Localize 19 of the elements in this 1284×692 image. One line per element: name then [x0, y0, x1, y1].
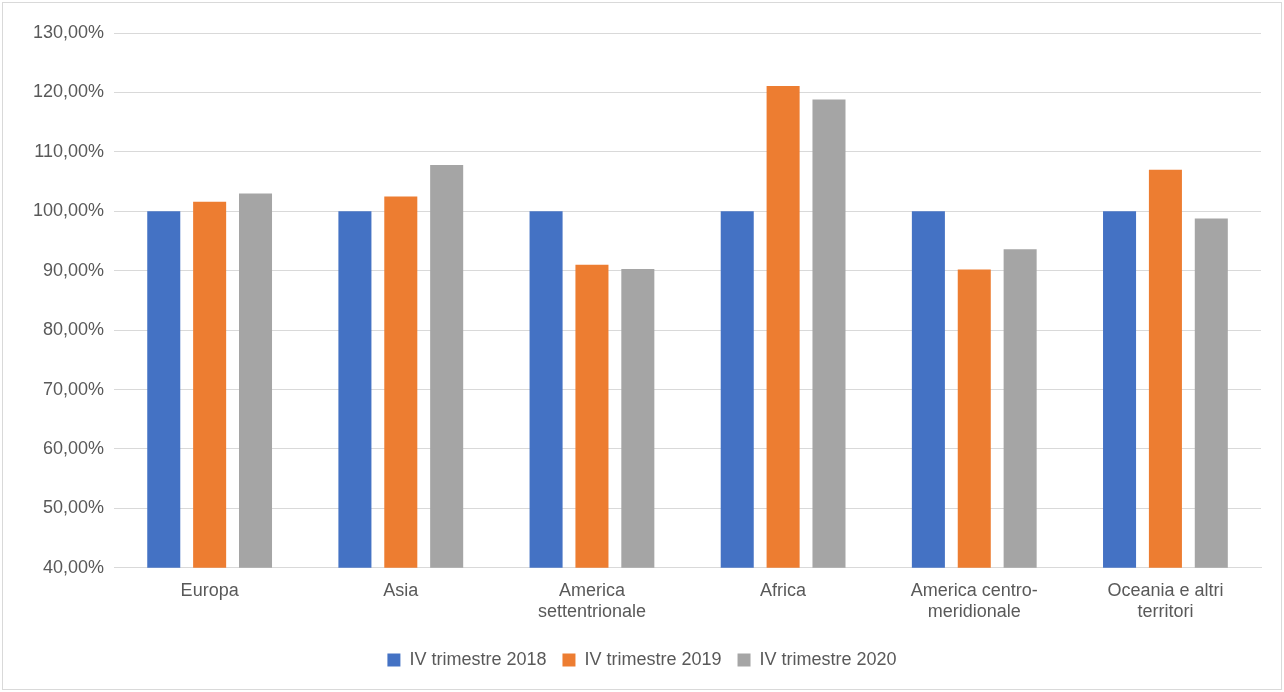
- x-tick-label: Africa: [760, 579, 808, 600]
- x-tick-label: America settentrionale: [537, 579, 646, 622]
- legend-label: IV trimestre 2020: [759, 648, 897, 669]
- y-tick-label: 100,00%: [33, 200, 105, 221]
- y-tick-label: 120,00%: [33, 81, 105, 102]
- legend-label: IV trimestre 2019: [584, 648, 722, 669]
- y-tick-label: 50,00%: [43, 497, 105, 518]
- x-tick-label: Europa: [180, 579, 240, 600]
- y-tick-label: 90,00%: [43, 259, 105, 280]
- legend-label: IV trimestre 2018: [409, 648, 547, 669]
- y-tick-label: 80,00%: [43, 319, 105, 340]
- y-tick-label: 60,00%: [43, 437, 105, 458]
- y-tick-label: 40,00%: [43, 556, 105, 577]
- y-tick-label: 130,00%: [33, 21, 105, 42]
- x-tick-label: Asia: [383, 579, 420, 600]
- y-tick-label: 110,00%: [34, 140, 105, 161]
- y-tick-label: 70,00%: [43, 378, 105, 399]
- x-tick-label: America centro-meridionale: [910, 579, 1038, 622]
- x-tick-label: Oceania e altri territori: [1107, 579, 1224, 622]
